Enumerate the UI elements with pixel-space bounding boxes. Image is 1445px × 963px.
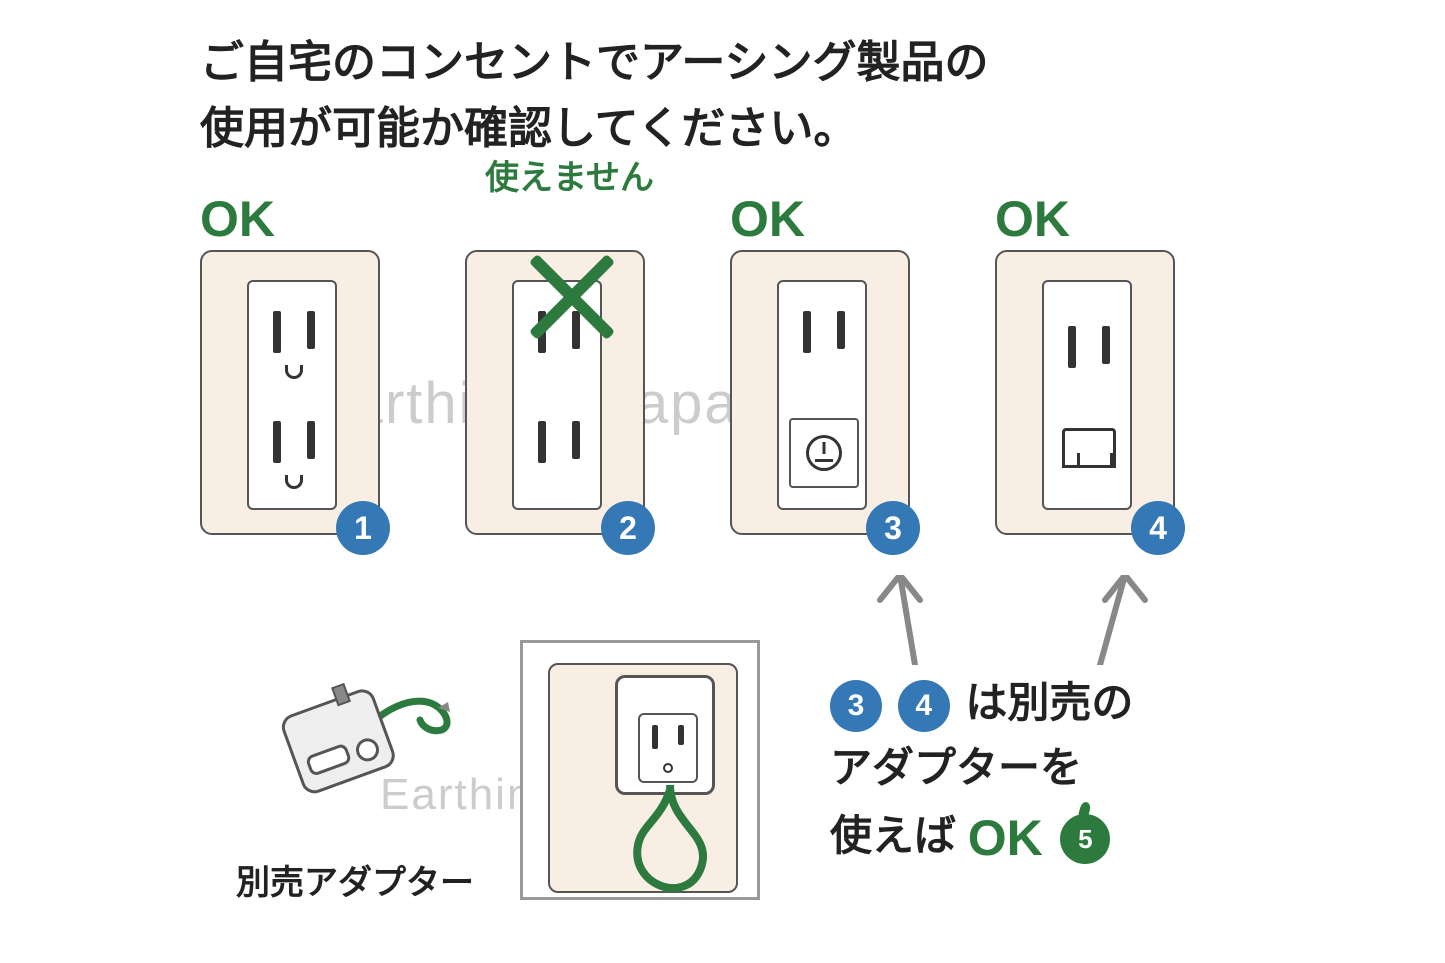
adapter-label: 別売アダプター <box>230 855 480 904</box>
arrow-icon <box>870 575 930 665</box>
ok-text: OK <box>968 810 1043 866</box>
outlet-inner <box>1042 280 1132 510</box>
adapter-note: 3 4 は別売の アダプターを 使えば OK 5 <box>830 670 1133 878</box>
number-badge: 3 <box>866 501 920 555</box>
socket-icon <box>259 297 329 387</box>
cord-icon <box>620 785 720 895</box>
heading-line2: 使用が可能か確認してください。 <box>200 104 857 153</box>
outlet-plate: 2 <box>465 250 645 535</box>
outlet-inner <box>777 280 867 510</box>
instruction-heading: ご自宅のコンセントでアーシング製品の 使用が可能か確認してください。 <box>200 30 988 162</box>
socket-icon <box>789 297 859 387</box>
number-badge: 4 <box>898 680 950 732</box>
x-mark-icon <box>517 242 627 352</box>
outlet-plate: 4 <box>995 250 1175 535</box>
adapter-usage-box <box>520 640 760 900</box>
note-text: 使えば <box>830 812 956 859</box>
status-ok: OK <box>730 190 805 248</box>
status-ng: 使えません <box>485 150 654 199</box>
heading-line1: ご自宅のコンセントでアーシング製品の <box>200 38 988 87</box>
number-badge: 1 <box>336 501 390 555</box>
number-badge: 4 <box>1131 501 1185 555</box>
outlet-row: OK 1 使えません <box>200 250 1205 535</box>
adapter-icon <box>250 680 460 840</box>
status-ok: OK <box>995 190 1070 248</box>
outlet-2: 使えません 2 <box>465 250 675 535</box>
socket-icon <box>524 407 594 497</box>
socket-icon <box>1054 312 1124 402</box>
number-badge: 2 <box>601 501 655 555</box>
outlet-plate: 1 <box>200 250 380 535</box>
leaf-badge-icon: 5 <box>1060 814 1110 864</box>
plug-icon <box>615 675 715 795</box>
adapter-area: 別売アダプター <box>230 680 480 904</box>
outlet-4: OK 4 <box>995 250 1205 535</box>
outlet-plate: 3 <box>730 250 910 535</box>
ground-terminal-icon <box>789 418 859 488</box>
status-ok: OK <box>200 190 275 248</box>
outlet-inner <box>247 280 337 510</box>
ground-flap-icon <box>1062 428 1116 468</box>
arrow-icon <box>1095 575 1155 665</box>
note-text: は別売の <box>965 679 1133 726</box>
plug-face-icon <box>638 713 698 783</box>
outlet-plate <box>548 663 738 893</box>
note-text: アダプターを <box>830 744 1082 791</box>
outlet-1: OK 1 <box>200 250 410 535</box>
socket-icon <box>259 407 329 497</box>
outlet-3: OK 3 <box>730 250 940 535</box>
number-badge: 3 <box>830 680 882 732</box>
